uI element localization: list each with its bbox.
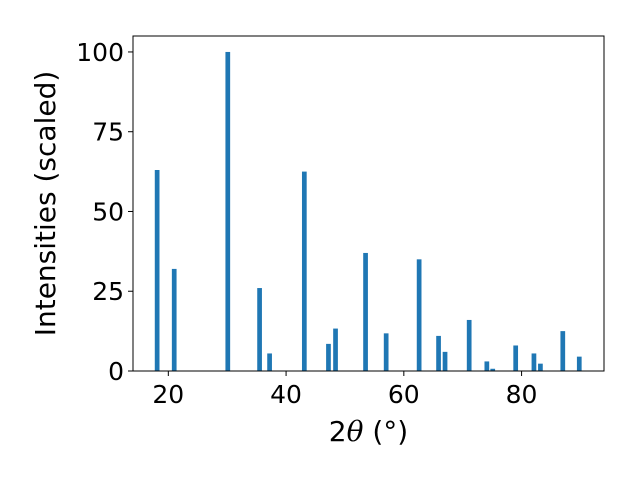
bar xyxy=(442,351,448,371)
bar xyxy=(171,268,177,371)
bar xyxy=(267,353,272,371)
plot-frame xyxy=(132,35,605,372)
bar xyxy=(490,368,496,371)
bar xyxy=(538,363,543,371)
bar xyxy=(531,353,537,371)
x-axis-ticks: 20 40 60 80 xyxy=(152,371,537,409)
bar xyxy=(436,335,441,371)
bar xyxy=(466,319,472,371)
bar xyxy=(416,259,422,371)
bar xyxy=(576,356,582,371)
y-tick-label: 75 xyxy=(92,118,124,147)
bar xyxy=(513,345,519,371)
x-axis-label-theta: θ xyxy=(347,415,364,448)
x-tick-label: 60 xyxy=(388,380,420,409)
y-axis-ticks: 0 25 50 75 100 xyxy=(76,38,133,386)
x-tick-label: 80 xyxy=(506,380,538,409)
y-tick-label: 25 xyxy=(92,277,124,306)
x-axis-label-suffix: (°) xyxy=(363,415,408,448)
bar xyxy=(326,343,331,371)
y-tick-label: 0 xyxy=(108,357,124,386)
bar xyxy=(560,331,566,371)
bar xyxy=(484,361,490,371)
bar xyxy=(225,51,231,371)
x-axis-label: 2θ (°) xyxy=(329,415,408,448)
y-tick-label: 50 xyxy=(92,197,124,226)
bar xyxy=(333,328,338,371)
bar xyxy=(154,170,160,371)
x-tick-label: 20 xyxy=(152,380,184,409)
bars-group xyxy=(154,51,582,371)
bar xyxy=(363,252,368,371)
x-axis-label-prefix: 2 xyxy=(329,415,347,448)
bar xyxy=(301,171,307,371)
bar xyxy=(257,288,262,371)
x-tick-label: 40 xyxy=(270,380,302,409)
bar xyxy=(383,333,389,371)
y-axis-label: Intensities (scaled) xyxy=(29,71,62,337)
y-tick-label: 100 xyxy=(76,38,124,67)
